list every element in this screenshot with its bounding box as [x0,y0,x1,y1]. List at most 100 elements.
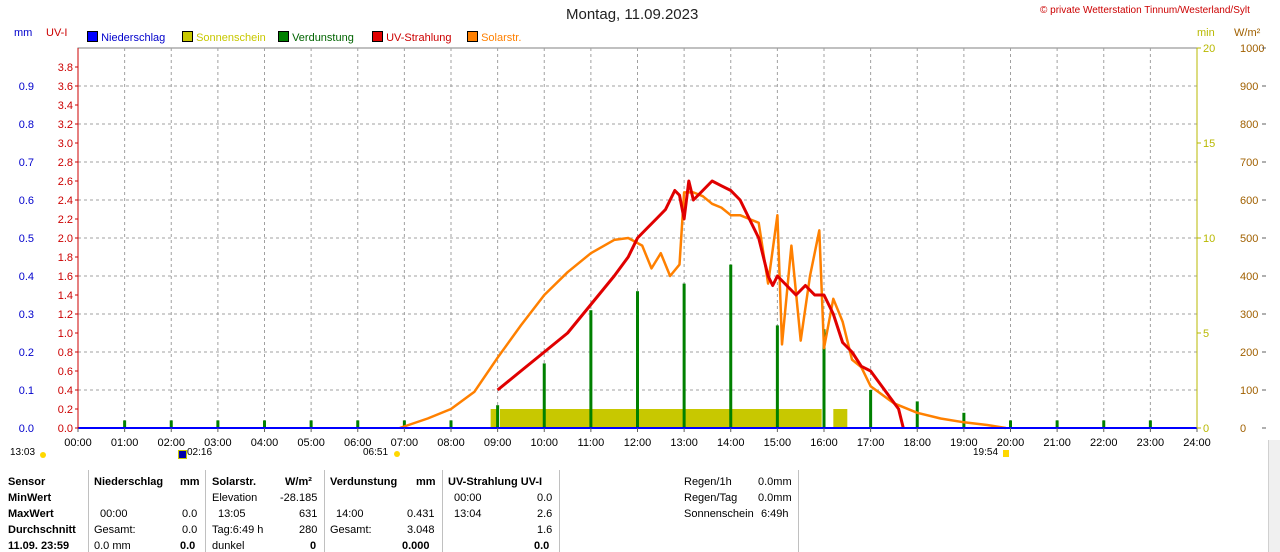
legend-label: Verdunstung [292,32,354,44]
row-label-max: MaxWert [8,508,54,520]
sun-icon [40,452,46,458]
legend-swatch [87,31,98,42]
legend-label: Solarstr. [481,32,522,44]
row-label-avg: Durchschnitt [8,524,76,536]
axes-layer: 00:00 01:00 02:00 03:00 04:00 05:00 06:00 07:00… [19,43,1266,449]
x-tick-label: 12:00 [624,437,652,449]
x-tick-label: 05:00 [297,437,325,449]
vertical-scrollbar[interactable] [1268,440,1280,552]
x-tick-label: 20:00 [997,437,1025,449]
verdunstung-bar [869,390,873,428]
unit-wm2-label: W/m² [1234,27,1261,39]
verdunstung-bar [169,420,173,428]
uv-tick-label: 3.2 [58,119,73,131]
verdunstung-max-value: 0.431 [407,508,435,520]
wm2-tick-label: 100 [1240,385,1258,397]
uv-tick-label: 1.2 [58,309,73,321]
mm-tick-label: 0.5 [19,233,34,245]
verdunstung-current-value: 0.000 [402,540,430,552]
niederschlag-total-value: 0.0 mm [94,540,131,552]
verdunstung-total-value: 3.048 [407,524,435,536]
uv-min-time: 00:00 [454,492,482,504]
uv-tick-label: 1.0 [58,328,73,340]
x-tick-label: 08:00 [437,437,465,449]
moon-time-label: 02:16 [187,447,213,458]
wm2-tick-label: 400 [1240,271,1258,283]
uv-tick-label: 2.0 [58,233,73,245]
x-tick-label: 18:00 [903,437,931,449]
legend-item-uv: UV-Strahlung [372,31,452,44]
solar-elevation-label: Elevation [212,492,258,504]
x-tick-label: 23:00 [1137,437,1165,449]
mm-tick-label: 0.6 [19,195,34,207]
niederschlag-current-value: 0.0 [180,540,196,552]
niederschlag-max-value: 0.0 [182,508,198,520]
verdunstung-bar [962,412,966,428]
solar-avg-value: 280 [299,524,318,536]
legend-item-sonnenschein: Sonnenschein [182,31,266,44]
solar-max-value: 631 [299,508,318,520]
niederschlag-unit: mm [180,476,200,488]
legend-item-solar: Solarstr. [467,31,521,44]
x-tick-label: 14:00 [717,437,745,449]
chart-title: Montag, 11.09.2023 [566,6,699,23]
solar-elevation-value: -28.185 [280,492,318,504]
legend-swatch [182,31,193,42]
legend-label: UV-Strahlung [386,32,452,44]
uv-tick-label: 2.4 [58,195,73,207]
legend-swatch [372,31,383,42]
wm2-tick-label: 900 [1240,81,1258,93]
uv-header: UV-Strahlung UV-I [448,476,543,488]
uv-tick-label: 1.6 [58,271,73,283]
verdunstung-bar [356,420,360,428]
legend-label: Niederschlag [101,32,166,44]
solar-unit: W/m² [285,476,312,488]
mm-tick-label: 0.7 [19,157,34,169]
summary-rain-hour-value: 0.0mm [758,476,792,488]
x-tick-label: 13:00 [670,437,698,449]
summary-rain-day-label: Regen/Tag [684,492,738,504]
verdunstung-bar [216,420,220,428]
x-tick-label: 19:00 [950,437,978,449]
mm-tick-label: 0.1 [19,385,34,397]
niederschlag-total-label: Gesamt: [94,524,136,536]
uv-current-value: 0.0 [534,540,550,552]
mm-tick-label: 0.8 [19,119,34,131]
solar-max-time: 13:05 [218,508,246,520]
x-tick-label: 21:00 [1043,437,1071,449]
verdunstung-bar [729,264,733,428]
x-tick-label: 06:00 [344,437,372,449]
uv-tick-label: 0.6 [58,366,73,378]
verdunstung-bar [1009,420,1012,428]
x-tick-label: 07:00 [391,437,419,449]
x-tick-label: 22:00 [1090,437,1118,449]
min-tick-label: 10 [1203,233,1215,245]
x-tick-label: 04:00 [251,437,279,449]
uv-tick-label: 2.2 [58,214,73,226]
min-tick-label: 15 [1203,138,1215,150]
summary-sunshine-label: Sonnenschein [684,508,754,520]
verdunstung-bar [542,363,546,428]
summary-sunshine-value: 6:49h [761,508,789,520]
niederschlag-avg-value: 0.0 [182,524,198,536]
sunshine-bar [490,409,498,428]
solar-current-value: 0 [310,540,317,552]
uv-max-time: 13:04 [454,508,482,520]
row-label-sensor: Sensor [8,476,46,488]
unit-uv-label: UV-I [46,27,68,39]
x-tick-label: 10:00 [530,437,558,449]
uv-tick-label: 0.2 [58,404,73,416]
niederschlag-header: Niederschlag [94,476,164,488]
min-tick-label: 5 [1203,328,1209,340]
mm-tick-label: 0.4 [19,271,34,283]
x-tick-label: 16:00 [810,437,838,449]
verdunstung-bar [123,420,127,428]
moon-icon [178,450,187,459]
summary-rain-day-value: 0.0mm [758,492,792,504]
wm2-tick-label: 1000 [1240,43,1264,55]
verdunstung-bar [822,329,826,428]
uv-avg-value: 1.6 [537,524,553,536]
weather-chart: 00:00 01:00 02:00 03:00 04:00 05:00 06:00 07:00… [19,43,1266,449]
legend-item-verdunstung: Verdunstung [278,31,354,44]
mm-tick-label: 0.3 [19,309,34,321]
